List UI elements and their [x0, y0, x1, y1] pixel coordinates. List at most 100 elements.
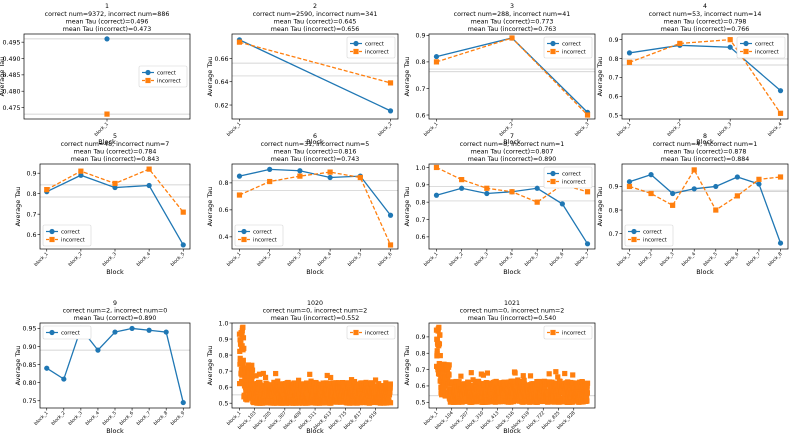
- legend-box: [543, 166, 593, 189]
- data-point-incorrect: [584, 189, 591, 195]
- legend-marker-correct: [353, 40, 359, 47]
- legend: correct incorrect: [736, 36, 786, 59]
- data-point-incorrect: [648, 190, 654, 197]
- data-point-incorrect: [348, 377, 355, 383]
- data-point-incorrect: [244, 387, 250, 393]
- y-tick-label: 0.480: [2, 89, 20, 96]
- legend: incorrect: [543, 325, 593, 340]
- x-tick-label: block_1: [226, 121, 243, 138]
- legend-box: [42, 224, 92, 247]
- data-point-incorrect: [241, 345, 247, 351]
- data-point-correct: [727, 44, 733, 50]
- subplot-title: 7: [510, 133, 514, 140]
- data-point-incorrect: [509, 35, 515, 41]
- y-tick-label: 0.6: [415, 234, 425, 241]
- x-tick-label: block_4: [681, 251, 698, 268]
- data-point-incorrect: [243, 394, 249, 400]
- data-point-incorrect: [78, 168, 84, 174]
- data-point-incorrect: [446, 372, 452, 378]
- legend-label-incorrect: incorrect: [562, 50, 586, 56]
- data-point-incorrect: [44, 187, 50, 193]
- legend-marker-correct: [49, 329, 55, 336]
- data-point-incorrect: [262, 374, 269, 380]
- data-point-incorrect: [363, 379, 369, 386]
- data-point-incorrect: [244, 397, 250, 403]
- y-tick-label: 0.8: [415, 199, 425, 206]
- legend: correct incorrect: [138, 65, 188, 88]
- legend-label-correct: correct: [755, 42, 774, 48]
- legend-marker-correct: [550, 40, 556, 47]
- y-tick-label: 0.85: [22, 362, 36, 369]
- x-tick-label: block_1: [93, 121, 110, 138]
- data-point-incorrect: [343, 395, 349, 402]
- subplot-subtitle: mean Tau (incorrect)=0.763: [468, 26, 557, 33]
- x-tick-label: block_8: [767, 251, 784, 268]
- x-axis-label: Block: [306, 427, 324, 435]
- y-axis-label: Average Tau: [0, 57, 6, 97]
- y-tick-label: 0.7: [415, 86, 425, 93]
- data-point-incorrect: [434, 348, 440, 354]
- data-point-incorrect: [463, 398, 469, 405]
- data-point-incorrect: [237, 358, 243, 365]
- data-point-incorrect: [584, 383, 590, 389]
- data-point-incorrect: [484, 185, 490, 191]
- y-tick-label: 0.6: [415, 383, 425, 390]
- legend-marker-incorrect: [550, 48, 556, 55]
- legend-box: [543, 325, 593, 340]
- data-point-correct: [756, 181, 762, 187]
- data-point-incorrect: [180, 209, 186, 215]
- data-point-incorrect: [727, 37, 733, 43]
- data-point-incorrect: [434, 336, 440, 342]
- subplot-subtitle: mean Tau (correct)=0.816: [274, 148, 357, 155]
- data-point-incorrect: [533, 388, 539, 394]
- x-axis-label: Block: [306, 138, 324, 146]
- data-point-incorrect: [297, 173, 303, 179]
- data-point-incorrect: [480, 372, 487, 378]
- x-axis-label: Block: [98, 138, 116, 146]
- y-tick-label: 0.8: [218, 180, 228, 187]
- y-tick-label: 0.8: [415, 59, 425, 66]
- legend: correct incorrect: [543, 36, 593, 59]
- data-point-incorrect: [383, 380, 389, 386]
- data-point-incorrect: [267, 178, 273, 185]
- data-point-incorrect: [453, 378, 459, 385]
- data-point-correct: [129, 325, 135, 332]
- x-tick-label: block_1: [423, 251, 440, 268]
- series-line-incorrect: [239, 171, 392, 246]
- data-point-correct: [433, 53, 440, 60]
- subplot-subtitle: correct num=0, incorrect num=2: [263, 307, 368, 314]
- data-point-incorrect: [756, 176, 762, 182]
- legend-label-incorrect: incorrect: [562, 331, 586, 337]
- y-axis-label: Average Tau: [403, 57, 411, 97]
- y-tick-label: 0.475: [2, 105, 20, 112]
- data-point-incorrect: [484, 370, 491, 376]
- data-point-incorrect: [275, 378, 281, 384]
- data-point-incorrect: [387, 242, 394, 248]
- data-point-incorrect: [249, 367, 256, 373]
- legend-box: [42, 325, 92, 340]
- data-point-incorrect: [626, 183, 633, 190]
- data-point-incorrect: [442, 383, 448, 389]
- y-tick-label: 0.6: [218, 207, 228, 214]
- data-point-correct: [559, 201, 565, 207]
- data-point-incorrect: [497, 393, 503, 399]
- data-point-incorrect: [298, 384, 305, 390]
- x-axis-label: Block: [306, 268, 324, 276]
- subplot-subtitle: mean Tau (correct)=0.496: [66, 18, 149, 25]
- data-point-correct: [734, 174, 740, 180]
- y-tick-label: 1.0: [218, 320, 228, 327]
- x-tick-label: block_1: [616, 251, 633, 268]
- data-point-incorrect: [465, 380, 472, 386]
- y-tick-label: 0.7: [415, 217, 425, 224]
- legend-marker-correct: [743, 40, 749, 47]
- y-tick-label: 0.7: [415, 367, 425, 374]
- data-point-incorrect: [501, 379, 507, 385]
- x-tick-label: block_1: [616, 121, 633, 138]
- data-point-incorrect: [260, 370, 266, 377]
- y-tick-label: 0.490: [2, 56, 20, 63]
- y-tick-label: 0.8: [608, 207, 618, 214]
- data-point-incorrect: [512, 370, 518, 376]
